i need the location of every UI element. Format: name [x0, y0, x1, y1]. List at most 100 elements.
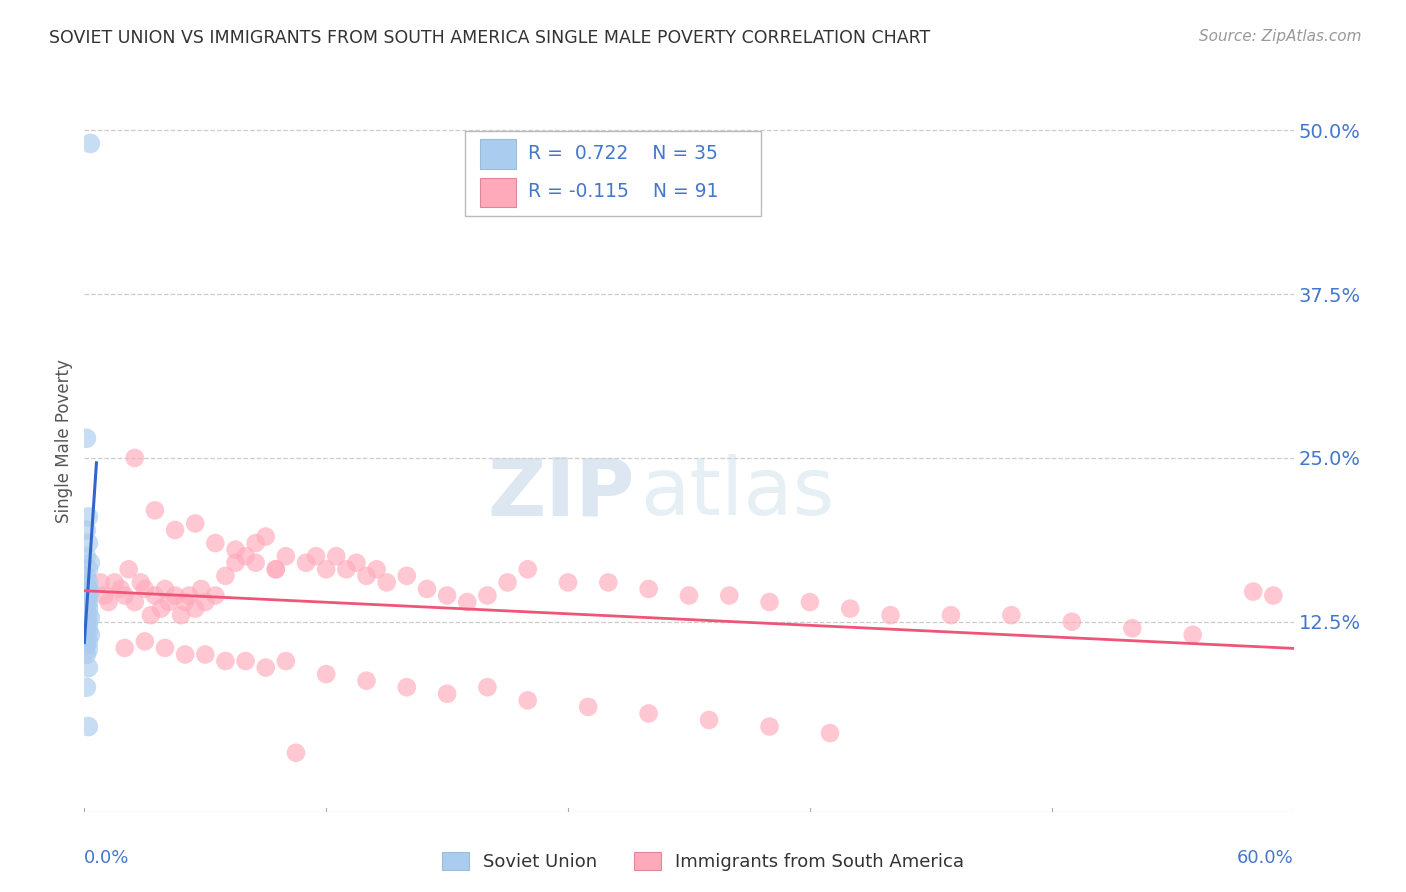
Point	[245, 536, 267, 550]
Text: R =  0.722    N = 35: R = 0.722 N = 35	[529, 145, 718, 163]
Point	[143, 503, 166, 517]
Point	[170, 608, 193, 623]
Point	[153, 582, 176, 596]
Point	[149, 601, 172, 615]
Text: ZIP: ZIP	[488, 454, 634, 533]
Point	[77, 608, 100, 623]
Point	[758, 720, 780, 734]
Point	[75, 621, 97, 635]
Point	[174, 595, 197, 609]
Point	[335, 562, 357, 576]
Point	[225, 542, 247, 557]
Point	[718, 589, 741, 603]
Point	[1000, 608, 1022, 623]
Point	[194, 595, 217, 609]
Point	[77, 536, 100, 550]
Point	[75, 680, 97, 694]
Point	[165, 589, 187, 603]
Point	[356, 673, 378, 688]
Point	[235, 549, 257, 564]
Point	[77, 617, 100, 632]
Point	[143, 589, 166, 603]
Point	[516, 693, 538, 707]
Point	[818, 726, 841, 740]
Point	[315, 667, 337, 681]
Point	[295, 556, 318, 570]
Point	[496, 575, 519, 590]
Point	[104, 575, 127, 590]
Point	[305, 549, 328, 564]
Point	[114, 589, 136, 603]
Point	[225, 556, 247, 570]
Point	[325, 549, 347, 564]
Point	[637, 706, 659, 721]
Text: R = -0.115    N = 91: R = -0.115 N = 91	[529, 182, 718, 202]
Point	[93, 589, 115, 603]
Point	[77, 582, 100, 596]
Point	[75, 599, 97, 613]
Point	[456, 595, 478, 609]
FancyBboxPatch shape	[479, 178, 516, 207]
Text: Source: ZipAtlas.com: Source: ZipAtlas.com	[1198, 29, 1361, 44]
Point	[75, 632, 97, 646]
FancyBboxPatch shape	[465, 130, 762, 216]
Point	[235, 654, 257, 668]
Point	[129, 575, 152, 590]
Text: SOVIET UNION VS IMMIGRANTS FROM SOUTH AMERICA SINGLE MALE POVERTY CORRELATION CH: SOVIET UNION VS IMMIGRANTS FROM SOUTH AM…	[49, 29, 931, 46]
Text: 0.0%: 0.0%	[84, 849, 129, 867]
Point	[557, 575, 579, 590]
Point	[436, 687, 458, 701]
Point	[264, 562, 287, 576]
Point	[1181, 628, 1204, 642]
Point	[118, 562, 141, 576]
Point	[697, 713, 720, 727]
Point	[75, 593, 97, 607]
Point	[274, 654, 297, 668]
Point	[678, 589, 700, 603]
Point	[77, 591, 100, 606]
Point	[214, 654, 236, 668]
Point	[75, 604, 97, 618]
Point	[153, 640, 176, 655]
Point	[79, 556, 101, 570]
Legend: Soviet Union, Immigrants from South America: Soviet Union, Immigrants from South Amer…	[434, 845, 972, 879]
Point	[179, 589, 201, 603]
Point	[375, 575, 398, 590]
Point	[79, 584, 101, 599]
Point	[274, 549, 297, 564]
Point	[184, 601, 207, 615]
Point	[1060, 615, 1083, 629]
Point	[110, 582, 132, 596]
Point	[576, 699, 599, 714]
Point	[77, 642, 100, 657]
Point	[75, 431, 97, 445]
FancyBboxPatch shape	[479, 139, 516, 169]
Point	[839, 601, 862, 615]
Point	[416, 582, 439, 596]
Point	[77, 562, 100, 576]
Point	[77, 634, 100, 648]
Point	[758, 595, 780, 609]
Point	[97, 595, 120, 609]
Point	[1263, 589, 1285, 603]
Point	[77, 575, 100, 590]
Point	[598, 575, 620, 590]
Point	[254, 660, 277, 674]
Point	[939, 608, 962, 623]
Point	[77, 596, 100, 610]
Point	[315, 562, 337, 576]
Point	[77, 660, 100, 674]
Point	[395, 680, 418, 694]
Point	[245, 556, 267, 570]
Point	[77, 720, 100, 734]
Point	[75, 579, 97, 593]
Point	[89, 575, 111, 590]
Point	[799, 595, 821, 609]
Point	[79, 611, 101, 625]
Text: atlas: atlas	[641, 454, 835, 533]
Point	[1121, 621, 1143, 635]
Point	[79, 628, 101, 642]
Point	[77, 509, 100, 524]
Point	[194, 648, 217, 662]
Point	[637, 582, 659, 596]
